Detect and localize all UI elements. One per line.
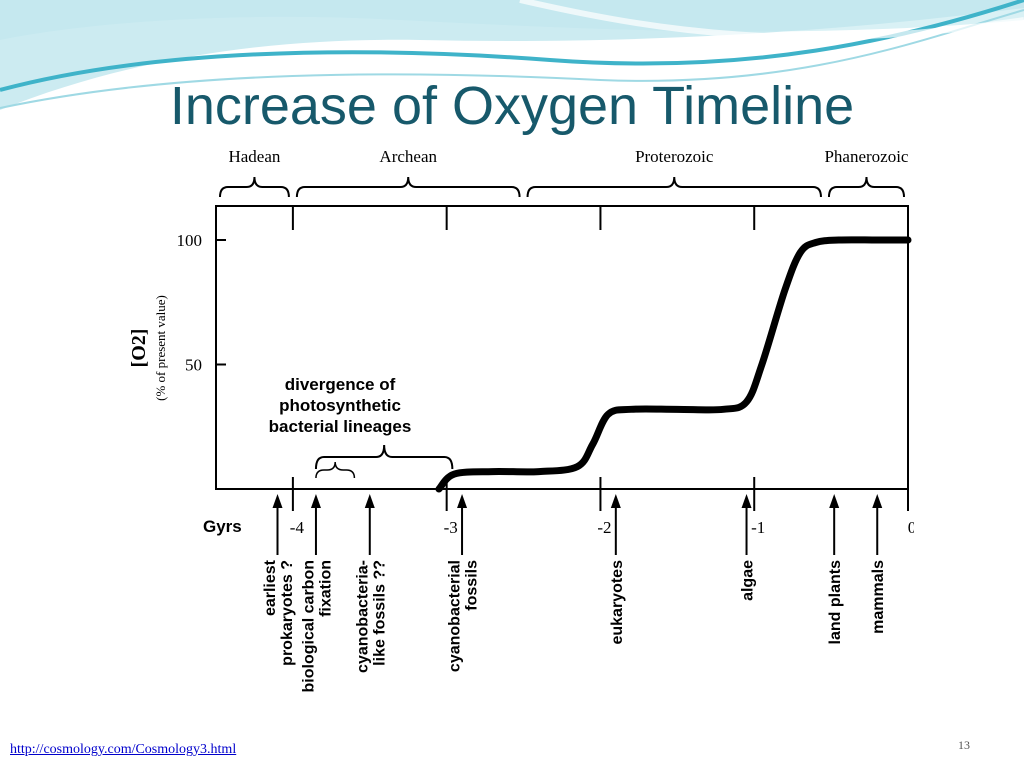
source-link[interactable]: http://cosmology.com/Cosmology3.html [10,742,237,757]
event-label-1-1: fixation [317,560,334,617]
event-arrowhead-7 [872,494,883,508]
eon-label-0: Hadean [228,147,280,166]
event-label-0-1: prokaryotes ? [279,560,296,666]
event-label-2-0: cyanobacteria- [354,560,371,673]
event-label-3-0: cyanobacterial [447,560,464,672]
x-tick-label-2: -2 [597,518,611,537]
eon-brace-2 [526,176,822,198]
eon-label-1: Archean [379,147,437,166]
x-tick-label-3: -1 [751,518,765,537]
y-tick-label-0: 100 [177,231,203,250]
y-tick-label-1: 50 [185,356,202,375]
x-tick-label-4: 0 [908,518,914,537]
x-tick-label-1: -3 [444,518,458,537]
divergence-label-2: bacterial lineages [269,417,412,436]
eon-brace-0 [219,176,290,198]
event-arrowhead-0 [272,494,283,508]
event-label-3-1: fossils [464,560,481,611]
x-axis-label: Gyrs [203,517,242,536]
divergence-inner-brace [315,461,356,479]
slide-number: 13 [958,738,970,752]
slide-title: Increase of Oxygen Timeline [169,76,855,136]
event-label-7-0: mammals [870,560,887,634]
oxygen-chart: Hadean Archean Proterozoic Phanerozoic 100 5… [128,147,914,692]
event-label-0-0: earliest [262,559,279,616]
oxygen-curve [435,236,912,493]
eon-label-2: Proterozoic [635,147,714,166]
event-label-2-1: like fossils ?? [371,560,388,666]
event-arrowhead-5 [741,494,752,508]
event-label-6-0: land plants [827,560,844,645]
event-label-1-0: biological carbon [300,560,317,692]
background-waves [0,0,1024,110]
y-axis-sublabel: (% of present value) [153,295,168,401]
event-label-5-0: algae [740,560,757,601]
divergence-label-1: photosynthetic [279,396,401,415]
x-tick-label-0: -4 [290,518,305,537]
eon-brace-1 [295,176,521,198]
event-arrowhead-1 [310,494,321,508]
eon-brace-3 [827,176,905,198]
eon-label-3: Phanerozoic [824,147,908,166]
y-axis-label: [O2] [128,329,150,368]
event-arrowhead-4 [610,494,621,508]
event-arrowhead-3 [457,494,468,508]
divergence-brace [314,444,454,470]
event-arrowhead-2 [364,494,375,508]
event-arrowhead-6 [829,494,840,508]
divergence-label-0: divergence of [285,375,396,394]
event-label-4-0: eukaryotes [609,560,626,645]
plot-frame [215,205,909,490]
